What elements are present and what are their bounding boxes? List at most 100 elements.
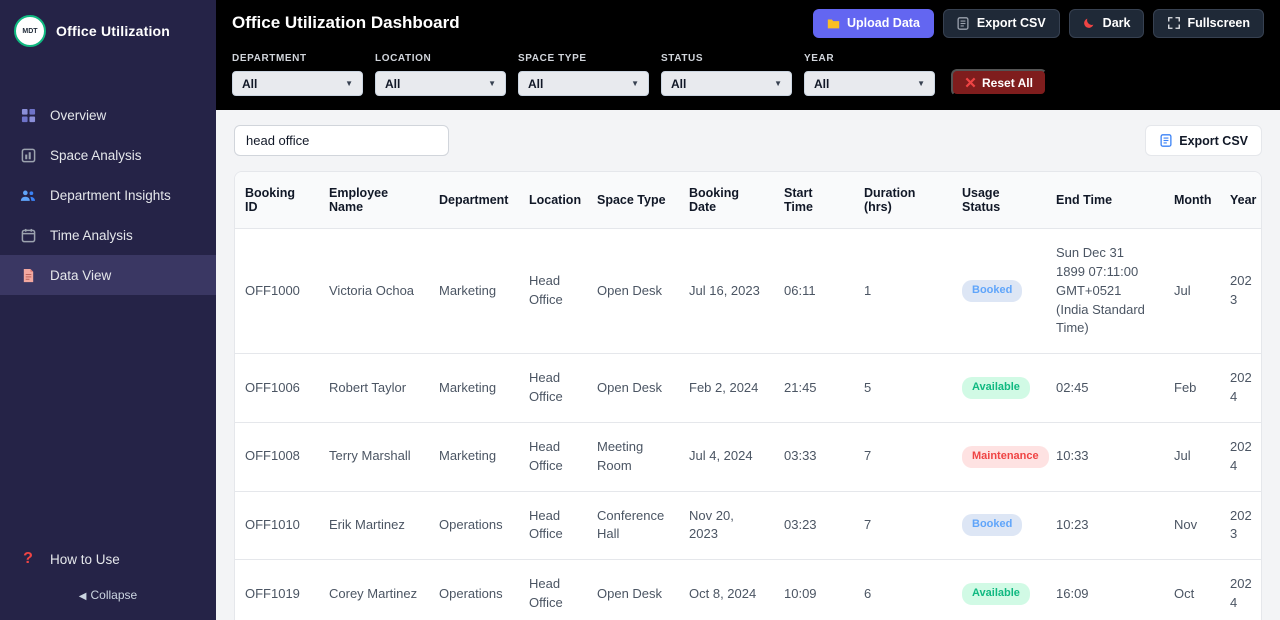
fullscreen-button[interactable]: Fullscreen [1153,8,1264,38]
column-header-month: Month [1164,172,1220,229]
main-area: Office Utilization Dashboard Upload Data… [216,0,1280,620]
cell-usage_status: Available [952,353,1046,423]
overview-icon [20,107,36,123]
column-header-duration: Duration (hrs) [854,172,952,229]
table-header-row: Booking ID Employee Name Department Locatio… [235,172,1261,229]
cell-duration: 7 [854,421,952,492]
reset-all-button[interactable]: Reset All [951,69,1047,96]
status-badge: Booked [962,280,1023,303]
status-filter-select[interactable]: All ▼ [661,71,792,96]
filter-group-status: STATUS All ▼ [661,53,792,96]
sidebar-item-space-analysis[interactable]: Space Analysis [0,135,216,175]
cell-department: Marketing [429,421,519,492]
filter-group-department: DEPARTMENT All ▼ [232,53,363,96]
header: Office Utilization Dashboard Upload Data… [216,0,1280,46]
cell-year: 2024 [1220,421,1261,492]
export-table-icon [1159,134,1172,147]
cell-booking_id: OFF1008 [235,421,319,492]
cell-end_time: 16:09 [1046,559,1164,620]
location-filter-select[interactable]: All ▼ [375,71,506,96]
table-row: OFF1006 Robert Taylor Marketing Head Office… [235,353,1261,423]
cell-end_time: Sun Dec 31 1899 07:11:00 GMT+0521 (India… [1046,227,1164,354]
cell-year: 2024 [1220,559,1261,620]
sidebar-item-label: Department Insights [50,187,171,203]
cell-employee_name: Erik Martinez [319,490,429,560]
cell-space_type: Open Desk [587,227,679,354]
status-badge: Available [962,583,1030,606]
table-body: OFF1000 Victoria Ochoa Marketing Head Offic… [235,227,1261,620]
cell-space_type: Meeting Room [587,421,679,492]
export-csv-header-label: Export CSV [976,16,1046,30]
cell-employee_name: Corey Martinez [319,559,429,620]
export-csv-table-button[interactable]: Export CSV [1145,125,1262,156]
column-header-department: Department [429,172,519,229]
sidebar-nav: Overview Space Analysis Department Insig… [0,95,216,295]
sidebar-item-time-analysis[interactable]: Time Analysis [0,215,216,255]
app-logo: MDT [14,15,46,47]
cell-department: Marketing [429,227,519,354]
column-header-employee_name: Employee Name [319,172,429,229]
cell-month: Oct [1164,559,1220,620]
cell-end_time: 02:45 [1046,353,1164,423]
year-filter-label: YEAR [804,53,835,64]
time-analysis-icon [20,227,36,243]
collapse-sidebar-button[interactable]: ◀ Collapse [20,576,196,608]
cell-year: 2023 [1220,490,1261,560]
collapse-label: Collapse [90,588,138,602]
chevron-down-icon: ▼ [917,79,925,88]
column-header-year: Year [1220,172,1261,229]
status-badge: Available [962,377,1030,400]
cell-booking_date: Feb 2, 2024 [679,353,774,423]
content-toolbar: Export CSV [234,125,1262,156]
filter-group-space-type: SPACE TYPE All ▼ [518,53,649,96]
filter-group-location: LOCATION All ▼ [375,53,506,96]
cell-usage_status: Booked [952,490,1046,560]
how-to-use-button[interactable]: ? How to Use [20,542,196,576]
cell-booking_id: OFF1000 [235,227,319,354]
cell-space_type: Conference Hall [587,490,679,560]
upload-data-button[interactable]: Upload Data [812,8,934,38]
column-header-usage_status: Usage Status [952,172,1046,229]
filter-group-year: YEAR All ▼ [804,53,935,96]
cell-duration: 7 [854,490,952,560]
data-table: Booking ID Employee Name Department Locatio… [235,172,1261,620]
cell-employee_name: Robert Taylor [319,353,429,423]
cell-employee_name: Victoria Ochoa [319,227,429,354]
space-type-filter-select[interactable]: All ▼ [518,71,649,96]
collapse-arrow-icon: ◀ [78,591,87,602]
cell-department: Marketing [429,353,519,423]
table-row: OFF1000 Victoria Ochoa Marketing Head Offic… [235,227,1261,354]
sidebar-item-label: Overview [50,107,107,123]
location-filter-value: All [385,76,401,91]
location-filter-label: LOCATION [375,53,432,64]
sidebar-item-overview[interactable]: Overview [0,95,216,135]
sidebar-item-department-insights[interactable]: Department Insights [0,175,216,215]
sidebar-bottom: ? How to Use ◀ Collapse [0,532,216,620]
cell-start_time: 03:33 [774,421,854,492]
cell-booking_id: OFF1010 [235,490,319,560]
cell-start_time: 06:11 [774,227,854,354]
dark-mode-toggle-button[interactable]: Dark [1068,8,1145,38]
filter-bar: DEPARTMENT All ▼ LOCATION All ▼ SPACE TY… [216,46,1280,110]
how-to-use-label: How to Use [50,551,120,567]
department-filter-select[interactable]: All ▼ [232,71,363,96]
reset-all-label: Reset All [982,75,1033,90]
cell-start_time: 10:09 [774,559,854,620]
cell-booking_date: Oct 8, 2024 [679,559,774,620]
chevron-down-icon: ▼ [345,79,353,88]
sidebar-item-data-view[interactable]: Data View [0,255,216,295]
cell-year: 2024 [1220,353,1261,423]
department-insights-icon [20,187,36,203]
cell-month: Jul [1164,227,1220,354]
status-badge: Maintenance [962,445,1049,468]
department-filter-label: DEPARTMENT [232,53,307,64]
app-title: Office Utilization [56,23,171,39]
question-mark-icon: ? [23,550,33,567]
export-csv-header-button[interactable]: Export CSV [942,8,1060,38]
cell-employee_name: Terry Marshall [319,421,429,492]
status-badge: Booked [962,514,1023,537]
upload-data-label: Upload Data [846,16,920,30]
year-filter-select[interactable]: All ▼ [804,71,935,96]
search-input[interactable] [234,125,449,156]
